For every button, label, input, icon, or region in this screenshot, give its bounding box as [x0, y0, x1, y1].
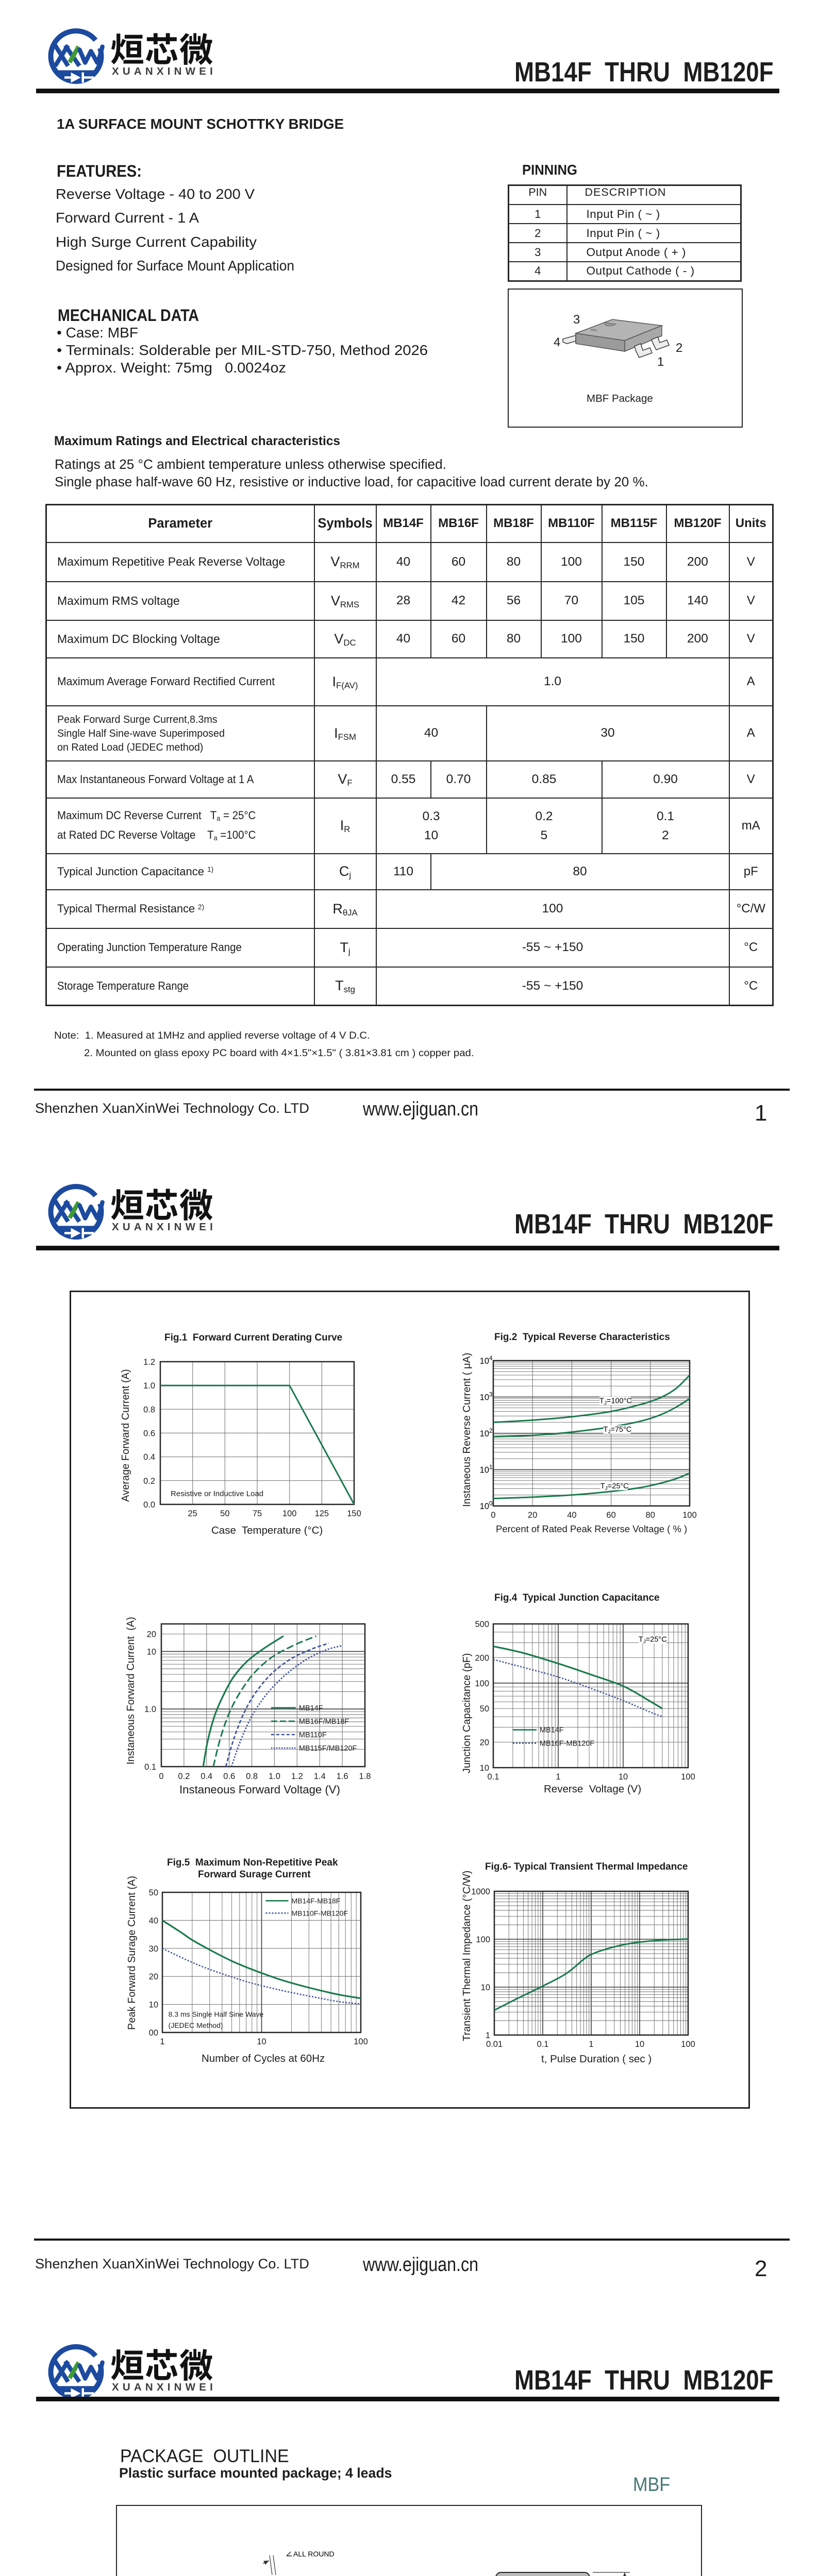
svg-text:10: 10	[480, 1357, 489, 1366]
svg-text:100: 100	[681, 1772, 695, 1782]
svg-text:80: 80	[646, 1511, 655, 1520]
svg-text:0: 0	[491, 1511, 495, 1520]
svg-text:60: 60	[606, 1511, 615, 1520]
svg-text:MB14F: MB14F	[299, 1704, 323, 1713]
svg-text:1.2: 1.2	[143, 1358, 155, 1367]
svg-text:1: 1	[589, 2040, 593, 2049]
svg-text:0.8: 0.8	[143, 1405, 155, 1414]
svg-text:10: 10	[480, 1466, 489, 1475]
svg-text:0.4: 0.4	[201, 1772, 212, 1781]
svg-text:4: 4	[489, 1354, 493, 1362]
svg-text:1.2: 1.2	[291, 1772, 303, 1781]
svg-text:200: 200	[475, 1653, 489, 1663]
svg-text:20: 20	[149, 1972, 158, 1981]
svg-text:150: 150	[347, 1509, 361, 1518]
svg-text:ALL ROUND: ALL ROUND	[293, 2550, 335, 2558]
svg-text:Resistive or Inductive Load: Resistive or Inductive Load	[171, 1489, 263, 1498]
svg-text:1.8: 1.8	[359, 1772, 371, 1781]
svg-text:1.0: 1.0	[143, 1381, 155, 1391]
svg-text:40: 40	[567, 1511, 576, 1520]
svg-text:00: 00	[149, 2028, 158, 2038]
svg-text:TJ=25°C: TJ=25°C	[600, 1482, 629, 1492]
svg-text:100: 100	[354, 2037, 368, 2046]
svg-text:50: 50	[149, 1888, 158, 1897]
svg-text:MB110F-MB120F: MB110F-MB120F	[291, 1909, 347, 1917]
svg-text:MB16F-MB120F: MB16F-MB120F	[540, 1740, 595, 1748]
svg-text:0.2: 0.2	[178, 1772, 190, 1781]
svg-text:1: 1	[489, 1464, 493, 1471]
svg-text:0.6: 0.6	[223, 1772, 235, 1781]
svg-text:1: 1	[486, 2031, 490, 2040]
svg-text:75: 75	[253, 1509, 262, 1518]
svg-text:20: 20	[480, 1738, 489, 1748]
svg-text:50: 50	[220, 1509, 229, 1518]
svg-text:0.6: 0.6	[143, 1429, 155, 1438]
svg-text:3: 3	[489, 1391, 493, 1398]
svg-text:125: 125	[315, 1509, 329, 1518]
svg-text:1.0: 1.0	[144, 1705, 156, 1714]
svg-text:1: 1	[556, 1772, 560, 1782]
svg-text:0.1: 0.1	[144, 1762, 156, 1772]
svg-text:2: 2	[489, 1427, 493, 1434]
svg-text:40: 40	[149, 1916, 158, 1925]
svg-text:MB16F/MB18F: MB16F/MB18F	[299, 1718, 349, 1726]
svg-text:0.1: 0.1	[537, 2040, 549, 2049]
svg-text:10: 10	[149, 2001, 158, 2010]
svg-text:100: 100	[682, 1511, 697, 1520]
svg-text:10: 10	[480, 1764, 489, 1773]
svg-text:1000: 1000	[471, 1887, 490, 1896]
svg-text:0: 0	[159, 1772, 163, 1781]
svg-text:MB115F/MB120F: MB115F/MB120F	[299, 1744, 357, 1753]
svg-text:30: 30	[149, 1944, 158, 1954]
svg-text:100: 100	[476, 1935, 490, 1944]
svg-text:MB110F: MB110F	[299, 1731, 327, 1739]
svg-text:100: 100	[282, 1509, 297, 1518]
svg-text:20: 20	[147, 1630, 156, 1639]
svg-text:TJ=25°C: TJ=25°C	[639, 1636, 667, 1645]
svg-text:0.1: 0.1	[488, 1772, 499, 1782]
svg-text:(JEDEC Method): (JEDEC Method)	[169, 2021, 223, 2029]
svg-text:100: 100	[681, 2040, 695, 2049]
svg-text:10: 10	[480, 1393, 489, 1402]
svg-text:8.3 ms Single Half Sine Wave: 8.3 ms Single Half Sine Wave	[169, 2010, 264, 2019]
svg-text:0.01: 0.01	[486, 2040, 503, 2049]
svg-text:MB14F: MB14F	[540, 1726, 564, 1735]
svg-text:100: 100	[475, 1679, 489, 1688]
svg-text:0.2: 0.2	[143, 1477, 155, 1486]
svg-text:10: 10	[257, 2037, 266, 2046]
svg-text:50: 50	[480, 1704, 489, 1714]
svg-text:1.6: 1.6	[337, 1772, 348, 1781]
svg-text:20: 20	[528, 1511, 537, 1520]
svg-text:10: 10	[481, 1983, 490, 1992]
svg-text:1.4: 1.4	[314, 1772, 326, 1781]
svg-text:0: 0	[489, 1500, 493, 1507]
svg-text:10: 10	[480, 1429, 489, 1438]
svg-text:a: a	[212, 2574, 217, 2576]
svg-text:10: 10	[480, 1502, 489, 1511]
svg-text:500: 500	[475, 1620, 489, 1629]
svg-text:0.0: 0.0	[143, 1500, 155, 1510]
svg-text:25: 25	[188, 1509, 197, 1518]
svg-text:TJ=100°C: TJ=100°C	[599, 1397, 632, 1406]
svg-text:1.0: 1.0	[269, 1772, 280, 1781]
svg-text:10: 10	[147, 1647, 156, 1656]
svg-text:1: 1	[160, 2037, 164, 2046]
svg-text:0.4: 0.4	[143, 1453, 155, 1462]
svg-text:0.8: 0.8	[246, 1772, 258, 1781]
svg-text:TJ=75°C: TJ=75°C	[604, 1426, 632, 1435]
svg-text:10: 10	[635, 2040, 644, 2049]
svg-text:10: 10	[619, 1772, 628, 1782]
svg-text:MB14F-MB18F: MB14F-MB18F	[291, 1896, 340, 1905]
